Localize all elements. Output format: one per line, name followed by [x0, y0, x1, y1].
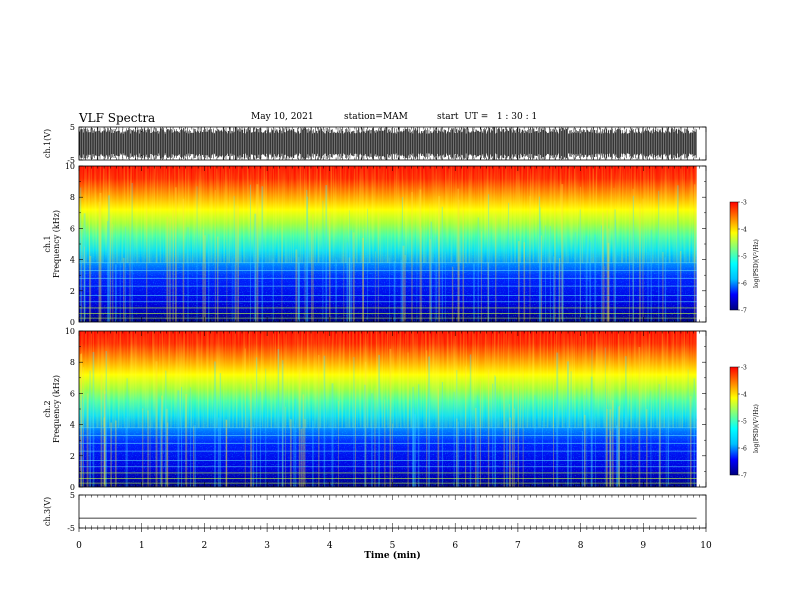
- narrowband-lines: [79, 427, 697, 484]
- colorbar-tick-label: -5: [741, 419, 747, 426]
- spectrogram-streaks: [79, 166, 697, 263]
- spectrogram-streaks: [79, 331, 697, 428]
- y-tick-label: 0: [70, 318, 75, 327]
- spectrogram-speckle: [79, 251, 697, 322]
- y-tick-label: 8: [70, 193, 75, 202]
- start-time-label: start UT = 1 : 30 : 1: [437, 112, 538, 122]
- colorbar-tick-label: -6: [741, 281, 747, 288]
- x-tick-label: 3: [264, 541, 270, 551]
- panel-3: -3 -4 -5 -6 -7 log(PSD)(V²/Hz) ch.2 Frequency (…: [43, 327, 760, 492]
- x-axis-label: Time (min): [364, 550, 421, 561]
- narrowband-lines: [79, 262, 697, 319]
- spectrogram-speckle: [79, 416, 697, 487]
- colorbar-tick-label: -5: [741, 254, 747, 261]
- y-tick-label: 4: [70, 256, 75, 265]
- x-tick-label: 9: [640, 541, 646, 551]
- y-axis-label-frequency: Frequency (kHz): [52, 375, 61, 443]
- panel-1: ch.1(V) 5 -5: [43, 123, 707, 165]
- y-tick-label: -5: [67, 524, 75, 533]
- colorbar: -3 -4 -5 -6 -7 log(PSD)(V²/Hz): [729, 200, 760, 315]
- x-tick-label: 4: [327, 541, 333, 551]
- colorbar-tick-label: -3: [741, 365, 747, 372]
- x-tick-label: 1: [139, 541, 145, 551]
- x-tick-label: 2: [202, 541, 208, 551]
- y-axis-label-frequency: Frequency (kHz): [52, 210, 61, 278]
- station-label: station=MAM: [344, 112, 408, 122]
- y-tick-label: 6: [70, 224, 75, 233]
- y-tick-label: 8: [70, 358, 75, 367]
- colorbar-label: log(PSD)(V²/Hz): [753, 239, 760, 288]
- x-tick-label: 0: [76, 541, 82, 551]
- y-tick-label: 10: [65, 327, 75, 336]
- colorbar-tick-label: -7: [741, 473, 747, 480]
- colorbar: -3 -4 -5 -6 -7 log(PSD)(V²/Hz): [729, 365, 760, 480]
- panel-2: -3 -4 -5 -6 -7 log(PSD)(V²/Hz) ch.1 Frequency (…: [43, 162, 760, 327]
- y-tick-label: 10: [65, 162, 75, 171]
- x-tick-label: 5: [390, 541, 396, 551]
- y-tick-label: -5: [67, 156, 75, 165]
- x-tick-label: 6: [452, 541, 458, 551]
- colorbar-tick-label: -6: [741, 446, 747, 453]
- y-tick-label: 5: [70, 123, 75, 132]
- colorbar-label: log(PSD)(V²/Hz): [753, 404, 760, 453]
- colorbar-tick-label: -4: [741, 227, 747, 234]
- y-tick-label: 0: [70, 483, 75, 492]
- y-tick-label: 4: [70, 421, 75, 430]
- y-axis-label: ch.3(V): [43, 497, 52, 526]
- x-axis: 0 1 2 3 4 5 6 7 8 9 10 Time (min): [76, 528, 712, 561]
- colorbar-tick-label: -4: [741, 392, 747, 399]
- y-axis-label-channel: ch.2: [43, 400, 52, 417]
- colorbar-tick-label: -3: [741, 200, 747, 207]
- colorbar-tick-label: -7: [741, 308, 747, 315]
- x-tick-label: 10: [700, 541, 712, 551]
- panel-4: ch.3(V) 5 -5: [43, 491, 707, 533]
- colorbar-gradient: [729, 366, 739, 476]
- waveform-trace: [78, 127, 697, 160]
- figure-title: VLF Spectra: [79, 111, 156, 125]
- y-tick-label: 6: [70, 389, 75, 398]
- y-tick-label: 5: [70, 491, 75, 500]
- colorbar-gradient: [729, 201, 739, 311]
- y-tick-label: 2: [70, 287, 75, 296]
- x-tick-label: 8: [578, 541, 584, 551]
- date-label: May 10, 2021: [251, 112, 314, 122]
- y-axis-label-channel: ch.1: [43, 235, 52, 252]
- y-tick-label: 2: [70, 452, 75, 461]
- y-axis-label: ch.1(V): [43, 129, 52, 158]
- x-tick-label: 7: [515, 541, 521, 551]
